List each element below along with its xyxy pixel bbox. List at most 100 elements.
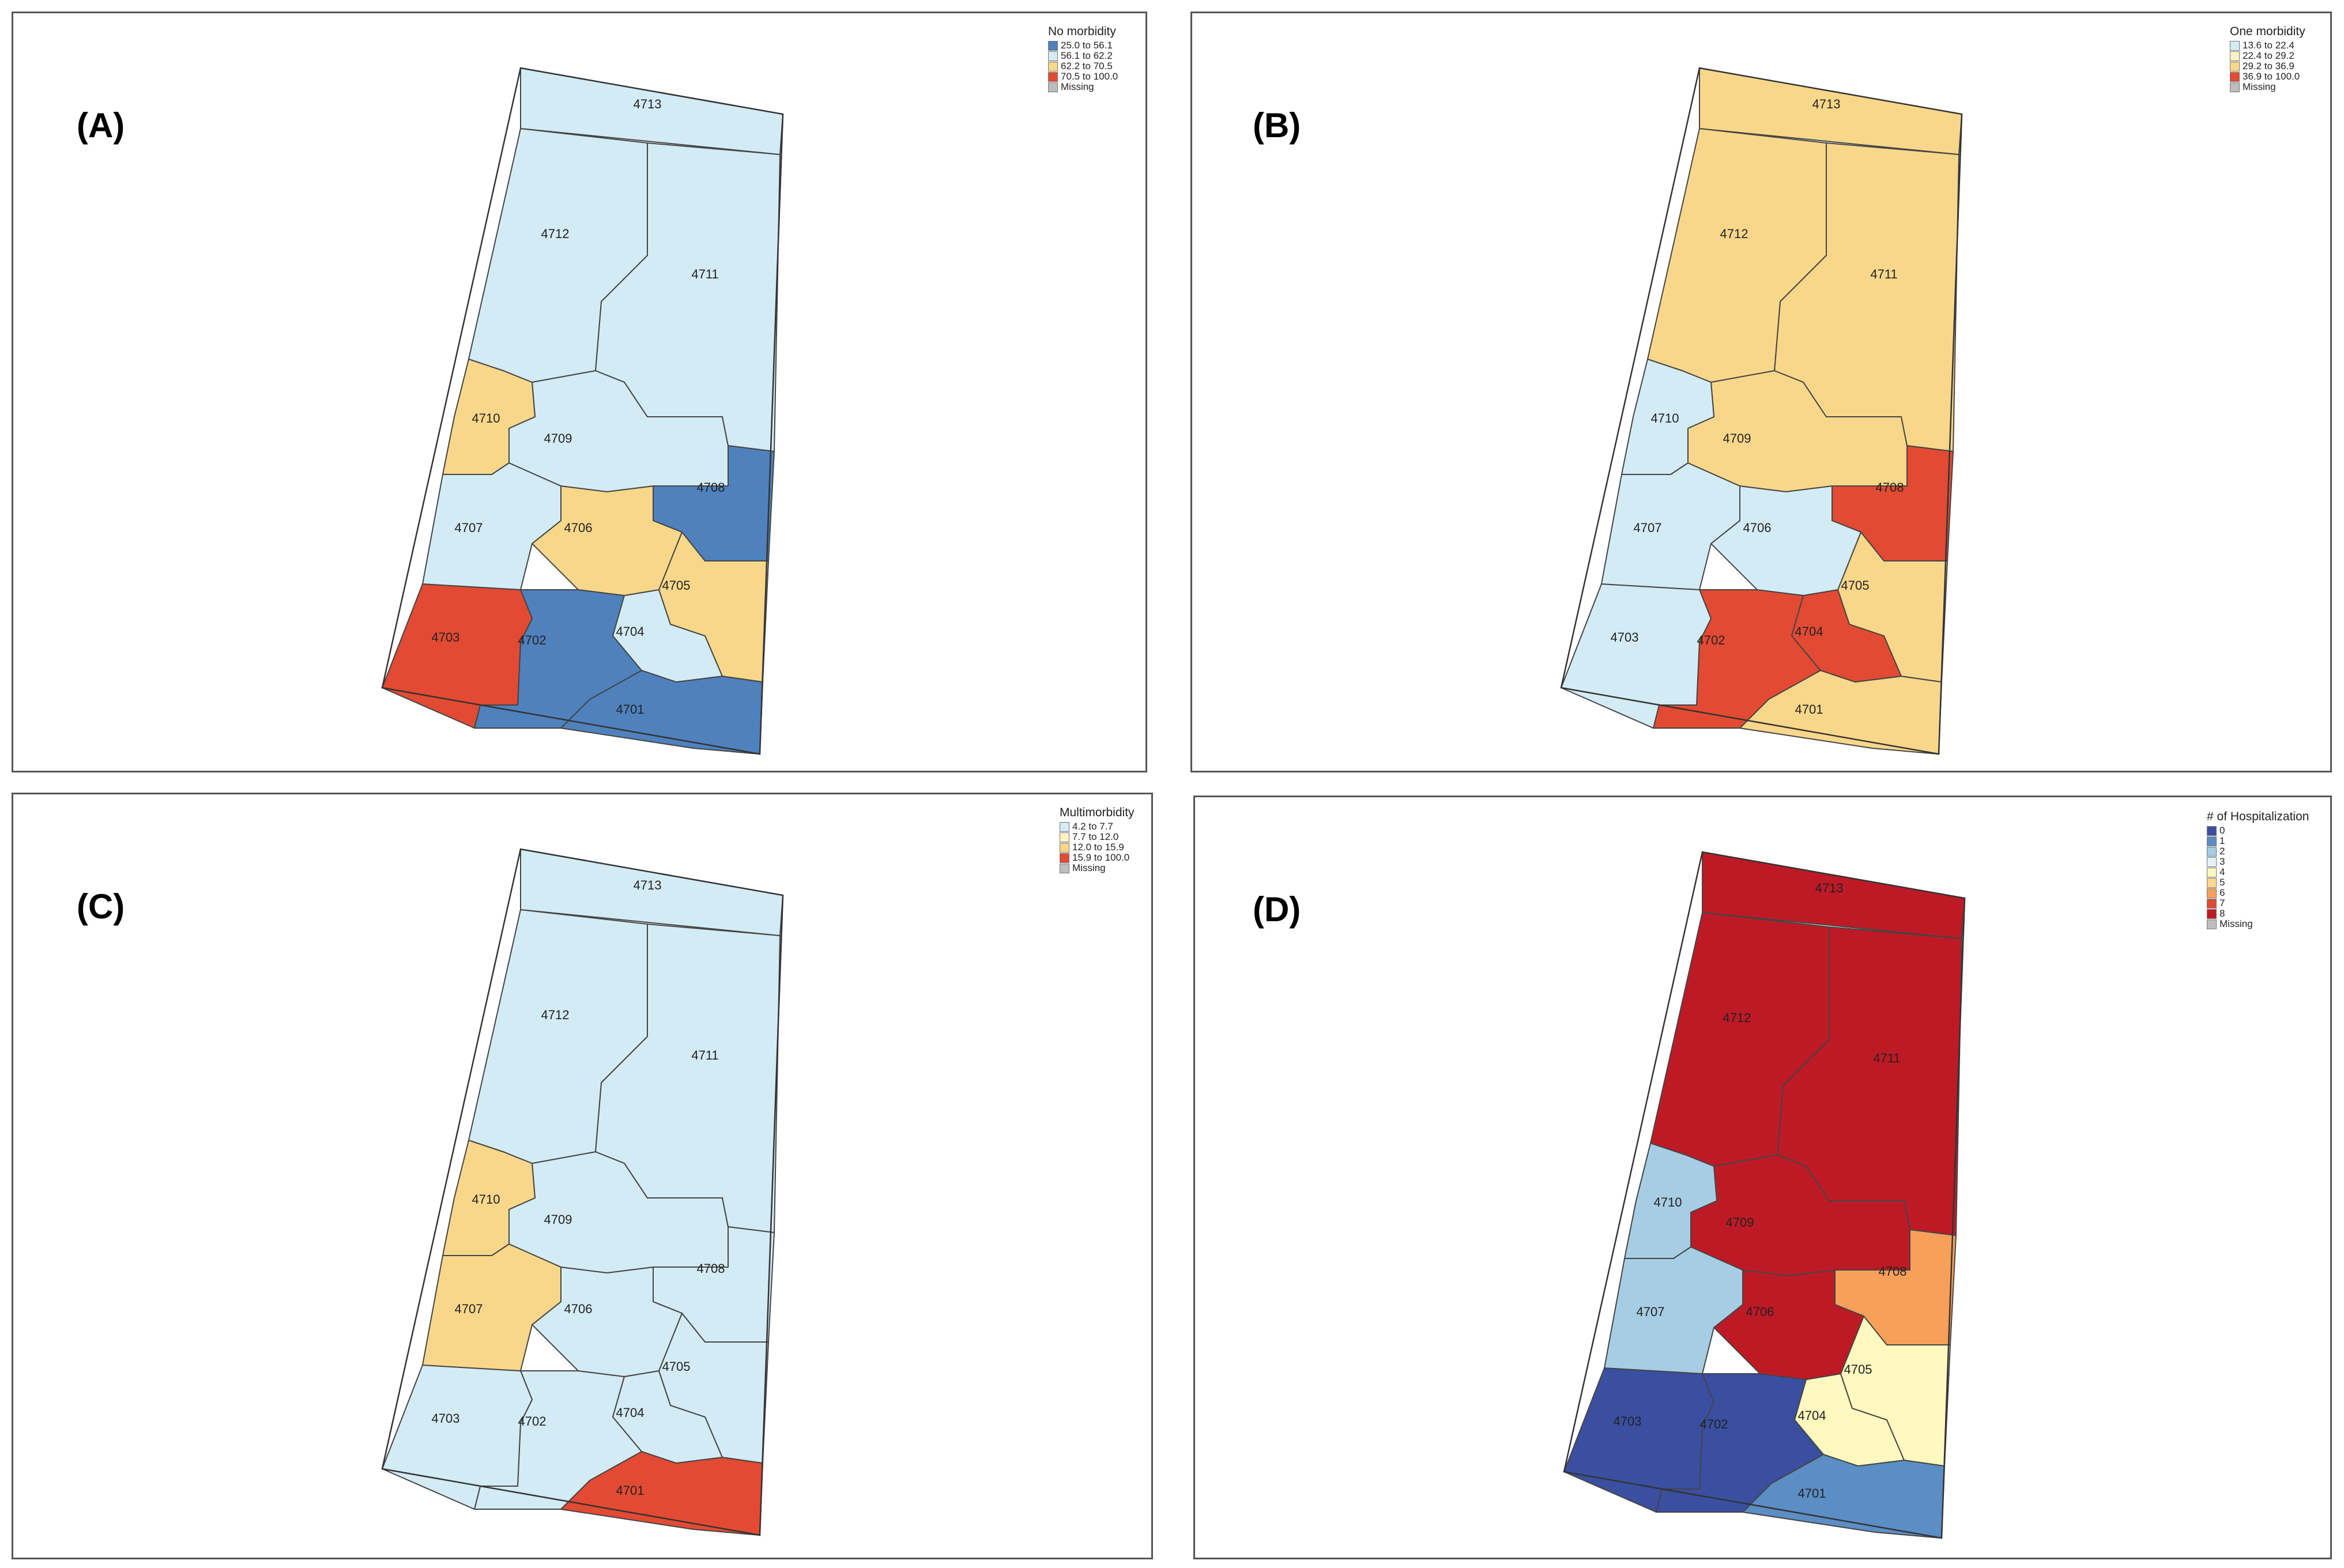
region-4707 [421,1243,561,1372]
region-label-4705: 4705 [662,578,691,593]
region-label-4703: 4703 [1614,1414,1642,1428]
legend-label: 12.0 to 15.9 [1072,842,1124,853]
region-label-4704: 4704 [616,624,645,639]
map-panel-b: 4713 4712 4711 4710 4709 4708 4707 4706 4705 4704… [1190,12,2332,772]
legend-label: 1 [2219,835,2225,846]
legend-swatch [1060,832,1069,842]
region-label-4711: 4711 [1870,267,1897,281]
legend-swatch [1048,71,1058,82]
region-label-4713: 4713 [634,97,662,111]
region-label-4703: 4703 [432,630,460,644]
region-4703 [381,583,533,729]
region-label-4711: 4711 [691,1048,718,1062]
region-4712 [468,909,648,1164]
legend-swatch [2207,909,2217,919]
legend-label: 15.9 to 100.0 [1072,852,1130,863]
legend-label: 6 [2219,887,2225,898]
legend-item: Missing [1060,862,1135,873]
choropleth-map: 4713 4712 4711 4710 4709 4708 4707 4706 4705 4704… [381,67,784,755]
region-label-4712: 4712 [541,227,570,241]
legend-label: 4 [2219,866,2225,877]
panel-label: (D) [1253,890,1301,929]
map-panel-a: 4713 4712 4711 4710 4709 4708 4707 4706 4705 4704… [12,12,1147,772]
region-4712 [1646,127,1827,383]
region-label-4707: 4707 [1637,1305,1665,1319]
legend-swatch [1048,40,1058,51]
region-label-4712: 4712 [541,1008,570,1022]
legend-swatch [2207,919,2217,929]
panel-label: (B) [1253,106,1301,145]
region-label-4709: 4709 [544,431,572,446]
region-label-4713: 4713 [1815,881,1844,895]
region-4712 [1649,911,1830,1167]
region-label-4707: 4707 [455,1302,483,1316]
region-label-4710: 4710 [1651,411,1679,425]
legend-label: 7 [2219,898,2225,909]
legend-swatch [2230,40,2240,51]
map-legend: No morbidity 25.0 to 56.1 56.1 to 62.2 62.… [1048,25,1118,92]
legend-items: 4.2 to 7.7 7.7 to 12.0 12.0 to 15.9 15.9 to… [1060,821,1135,873]
legend-label: Missing [1072,862,1106,873]
legend-swatch [1060,821,1069,832]
region-label-4701: 4701 [616,1483,645,1498]
region-label-4710: 4710 [472,411,500,425]
region-label-4704: 4704 [1795,624,1823,639]
legend-swatch [1048,61,1058,71]
map-regions [1563,851,1966,1539]
legend-item: 62.2 to 70.5 [1048,61,1118,71]
legend-item: 2 [2207,846,2309,857]
region-label-4708: 4708 [1879,1264,1907,1279]
legend-title: One morbidity [2230,25,2305,38]
region-label-4701: 4701 [1795,702,1823,717]
region-label-4706: 4706 [564,521,593,535]
legend-swatch [1060,853,1069,863]
legend-item: 6 [2207,887,2309,898]
region-label-4710: 4710 [472,1192,500,1207]
legend-item: 4 [2207,866,2309,877]
map-regions [1560,67,1963,755]
region-label-4704: 4704 [1798,1408,1826,1423]
legend-label: 4.2 to 7.7 [1072,821,1113,832]
map-legend: # of Hospitalization 0 1 2 3 4 5 6 7 8 Missing [2207,810,2309,929]
legend-items: 13.6 to 22.4 22.4 to 29.2 29.2 to 36.9 36.9… [2230,40,2305,92]
region-label-4709: 4709 [544,1212,572,1227]
panel-label: (A) [77,106,125,145]
map-regions [381,67,784,755]
legend-swatch [2230,61,2240,71]
legend-item: Missing [1048,81,1118,92]
legend-swatch [2207,888,2217,898]
region-4712 [468,127,648,383]
panel-label: (C) [77,887,125,926]
region-label-4701: 4701 [616,702,645,717]
legend-item: 70.5 to 100.0 [1048,71,1118,82]
legend-label: 13.6 to 22.4 [2243,40,2294,51]
region-label-4713: 4713 [634,878,662,892]
region-label-4703: 4703 [1611,630,1639,644]
legend-label: 25.0 to 56.1 [1061,40,1113,51]
region-label-4702: 4702 [1700,1417,1728,1431]
choropleth-map: 4713 4712 4711 4710 4709 4708 4707 4706 4705 4704… [1563,851,1966,1539]
legend-swatch [2207,867,2217,877]
legend-swatch [2207,898,2217,909]
region-4707 [421,462,561,591]
region-label-4706: 4706 [1743,521,1772,535]
legend-label: 22.4 to 29.2 [2243,50,2294,61]
legend-swatch [1060,863,1069,873]
legend-item: 56.1 to 62.2 [1048,50,1118,61]
legend-label: 5 [2219,877,2225,888]
legend-label: 36.9 to 100.0 [2243,71,2300,82]
legend-item: 0 [2207,825,2309,836]
legend-swatch [2230,71,2240,82]
legend-item: 36.9 to 100.0 [2230,71,2305,82]
legend-label: 62.2 to 70.5 [1061,61,1113,71]
legend-swatch [2207,836,2217,846]
legend-label: Missing [1061,81,1094,92]
province-outline [1560,67,1963,755]
legend-item: 22.4 to 29.2 [2230,50,2305,61]
choropleth-map: 4713 4712 4711 4710 4709 4708 4707 4706 4705 4704… [381,848,784,1536]
legend-label: 3 [2219,856,2225,867]
region-label-4713: 4713 [1812,97,1841,111]
legend-swatch [2207,826,2217,836]
region-label-4705: 4705 [1844,1362,1872,1377]
region-label-4712: 4712 [1720,227,1748,241]
